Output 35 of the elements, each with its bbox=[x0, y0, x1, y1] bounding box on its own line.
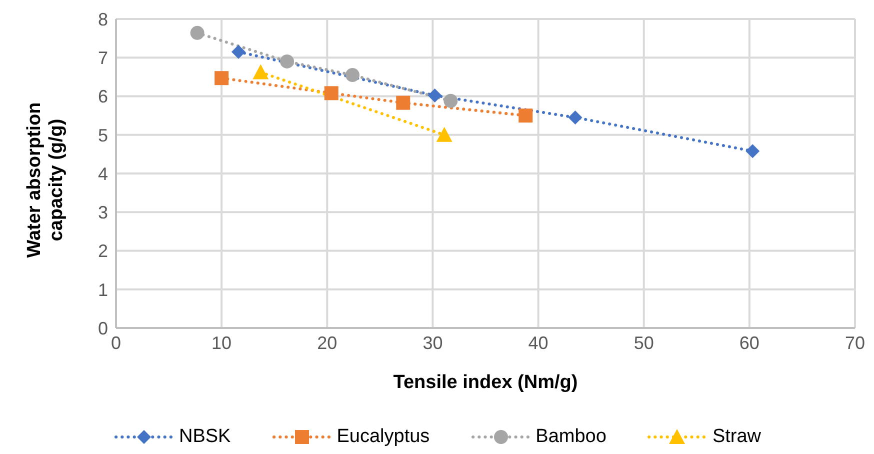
x-tick-label: 0 bbox=[110, 332, 122, 353]
point bbox=[324, 86, 338, 100]
y-tick-label: 2 bbox=[98, 241, 108, 262]
x-axis-title: Tensile index (Nm/g) bbox=[393, 372, 578, 393]
y-tick-label: 0 bbox=[98, 318, 108, 338]
point bbox=[428, 88, 442, 102]
point bbox=[190, 26, 204, 40]
legend-label: Eucalyptus bbox=[336, 426, 430, 448]
y-tick-label: 8 bbox=[98, 9, 108, 30]
y-tick-label: 5 bbox=[98, 125, 108, 146]
point bbox=[396, 96, 410, 110]
y-tick-label: 7 bbox=[98, 48, 108, 68]
point bbox=[280, 54, 294, 68]
y-tick-label: 6 bbox=[98, 86, 108, 107]
legend-label: Straw bbox=[712, 426, 762, 448]
y-tick-label: 4 bbox=[98, 164, 108, 184]
x-tick-label: 60 bbox=[739, 332, 760, 353]
x-tick-label: 10 bbox=[212, 332, 232, 353]
point bbox=[214, 71, 229, 86]
point bbox=[231, 44, 246, 59]
point bbox=[345, 68, 360, 82]
y-tick-label: 3 bbox=[98, 202, 108, 223]
x-tick-label: 20 bbox=[317, 332, 338, 353]
y-axis-title: Water absorption capacity (g/g) bbox=[24, 101, 68, 260]
x-tick-label: 30 bbox=[422, 332, 443, 353]
y-tick-label: 1 bbox=[98, 280, 108, 300]
legend-label: Bamboo bbox=[536, 426, 606, 448]
point bbox=[746, 144, 760, 158]
x-tick-label: 40 bbox=[528, 332, 548, 353]
x-tick-label: 70 bbox=[844, 332, 866, 353]
x-tick-label: 50 bbox=[634, 332, 654, 353]
point bbox=[444, 94, 458, 108]
point bbox=[518, 108, 533, 123]
point bbox=[568, 110, 582, 124]
legend-label: NBSK bbox=[178, 426, 231, 448]
